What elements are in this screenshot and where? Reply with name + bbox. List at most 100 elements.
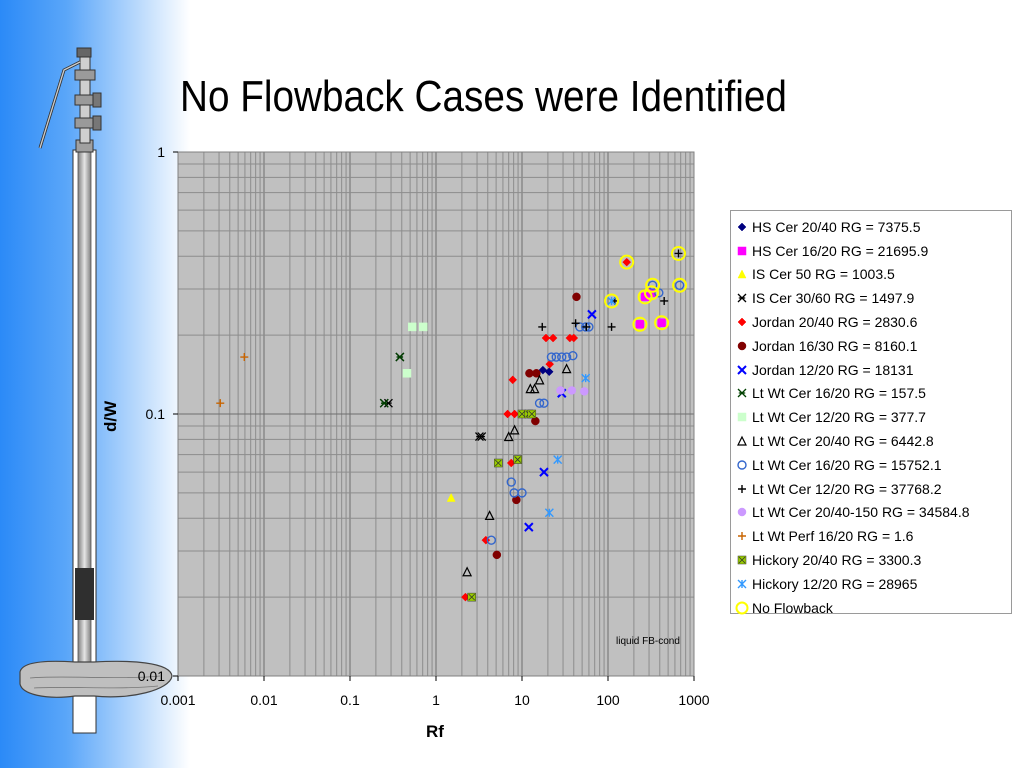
legend-entry: Lt Wt Perf 16/20 RG = 1.6 (731, 524, 1011, 548)
data-point (527, 409, 537, 419)
legend-entry: No Flowback (731, 596, 1011, 620)
wellbore-illustration (19, 47, 173, 734)
chart-annotation: liquid FB-cond (616, 636, 680, 647)
data-point (635, 320, 645, 329)
legend-marker-icon (737, 222, 747, 232)
legend-marker-icon (737, 555, 747, 565)
data-point (494, 458, 503, 468)
data-point (529, 383, 540, 394)
legend-label: HS Cer 16/20 RG = 21695.9 (752, 242, 929, 259)
legend-marker-icon (738, 532, 746, 541)
legend-entry: Jordan 12/20 RG = 18131 (731, 358, 1011, 382)
legend-label: Jordan 20/40 RG = 2830.6 (752, 314, 918, 331)
legend-label: Lt Wt Cer 12/20 RG = 377.7 (752, 409, 926, 426)
legend-marker-icon (737, 246, 747, 255)
series-2 (446, 492, 456, 502)
legend-marker-icon (738, 484, 746, 493)
data-point (538, 322, 547, 331)
data-point (524, 522, 534, 532)
data-point (538, 365, 548, 375)
data-point (581, 373, 591, 383)
data-point (553, 455, 563, 465)
x-tick-label: 100 (596, 692, 620, 708)
y-tick-label: 1 (157, 144, 165, 160)
legend-entry: Lt Wt Cer 20/40-150 RG = 34584.8 (731, 501, 1011, 525)
legend-entry: IS Cer 30/60 RG = 1497.9 (731, 286, 1011, 310)
legend-label: Lt Wt Cer 12/20 RG = 37768.2 (752, 480, 942, 497)
legend-label: Lt Wt Cer 20/40 RG = 6442.8 (752, 433, 934, 450)
series-9 (462, 363, 572, 577)
legend-label: HS Cer 20/40 RG = 7375.5 (752, 218, 921, 235)
data-point (561, 352, 572, 362)
legend-marker-icon (737, 293, 747, 303)
legend-label: No Flowback (752, 599, 833, 616)
legend-label: Lt Wt Cer 16/20 RG = 157.5 (752, 385, 926, 402)
data-point (539, 398, 549, 408)
legend-marker-icon (737, 364, 747, 375)
data-point (604, 293, 620, 309)
legend-entry: Lt Wt Cer 12/20 RG = 37768.2 (731, 477, 1011, 501)
data-point (486, 535, 497, 545)
legend-marker-icon (735, 601, 749, 615)
data-point (402, 369, 412, 378)
data-point (572, 292, 581, 302)
data-point (462, 566, 473, 577)
series-14 (467, 409, 537, 602)
data-point (379, 398, 389, 408)
legend-marker-icon (737, 317, 747, 327)
series-6 (524, 309, 597, 532)
data-point (580, 387, 589, 396)
data-point (534, 398, 545, 408)
data-point (467, 592, 476, 602)
data-point (418, 322, 428, 332)
series-13 (216, 353, 249, 408)
series-7 (379, 352, 405, 408)
legend-label: Hickory 12/20 RG = 28965 (752, 575, 918, 592)
data-point (619, 254, 635, 270)
data-point (546, 352, 557, 362)
legend-label: Lt Wt Cer 20/40-150 RG = 34584.8 (752, 504, 970, 521)
slide-title: No Flowback Cases were Identified (180, 72, 787, 121)
y-tick-label: 0.01 (138, 668, 165, 684)
data-point (672, 277, 688, 293)
data-point (571, 319, 580, 328)
x-tick-label: 10 (514, 692, 530, 708)
series-8 (402, 322, 428, 378)
legend-marker-icon (737, 508, 747, 517)
chart-legend: HS Cer 20/40 RG = 7375.5 HS Cer 16/20 RG … (730, 210, 1012, 616)
series-5 (492, 292, 581, 560)
data-point (557, 352, 567, 362)
data-point (509, 424, 520, 435)
series-15 (544, 296, 617, 518)
data-point (657, 318, 666, 327)
data-point (506, 477, 516, 487)
data-point (607, 322, 616, 331)
data-point (240, 353, 249, 362)
data-point (541, 333, 551, 343)
data-point (492, 550, 502, 560)
data-point (647, 280, 658, 290)
legend-entry: Lt Wt Cer 20/40 RG = 6442.8 (731, 429, 1011, 453)
legend-label: Lt Wt Perf 16/20 RG = 1.6 (752, 528, 914, 545)
data-point (408, 322, 417, 332)
legend-label: IS Cer 50 RG = 1003.5 (752, 266, 895, 283)
legend-label: Hickory 20/40 RG = 3300.3 (752, 552, 922, 569)
data-point (607, 296, 617, 306)
data-point (534, 374, 545, 385)
data-point (622, 257, 632, 267)
data-point (637, 289, 653, 305)
legend-marker-icon (737, 341, 747, 351)
data-point (567, 386, 577, 395)
legend-entry: Jordan 16/30 RG = 8160.1 (731, 334, 1011, 358)
series-0 (538, 365, 554, 377)
data-point (551, 352, 561, 362)
data-point (503, 431, 514, 442)
legend-label: IS Cer 30/60 RG = 1497.9 (752, 290, 915, 307)
legend-label: Lt Wt Cer 16/20 RG = 15752.1 (752, 456, 942, 473)
data-point (216, 399, 225, 408)
legend-marker-icon (737, 579, 747, 589)
data-point (513, 455, 522, 464)
data-point (632, 316, 648, 332)
data-point (532, 369, 541, 378)
